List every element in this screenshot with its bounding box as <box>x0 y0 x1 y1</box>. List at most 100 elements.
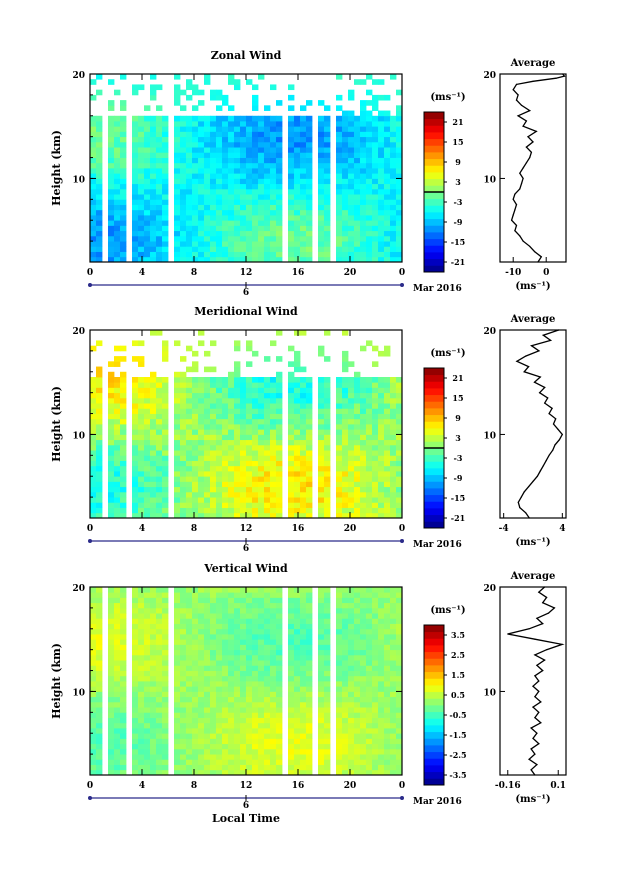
heatmap-cell <box>378 235 385 242</box>
heatmap-cell <box>228 141 235 148</box>
heatmap-cell <box>372 675 379 682</box>
heatmap-cell <box>318 147 325 153</box>
heatmap-cell <box>108 722 115 729</box>
heatmap-cell <box>294 115 301 122</box>
heatmap-cell <box>120 178 127 185</box>
heatmap-cell <box>390 141 397 148</box>
heatmap-cell <box>276 476 283 482</box>
heatmap-cell <box>258 403 265 409</box>
heatmap-cell <box>318 649 325 656</box>
heatmap-cell <box>90 157 97 164</box>
heatmap-cell <box>270 168 277 174</box>
heatmap-cell <box>210 152 217 158</box>
heatmap-cell <box>138 121 145 127</box>
heatmap-cell <box>186 670 193 677</box>
heatmap-cell <box>156 707 163 713</box>
heatmap-cell <box>384 377 391 383</box>
heatmap-cell <box>132 136 139 143</box>
heatmap-cell <box>132 660 139 666</box>
heatmap-cell <box>180 136 187 143</box>
heatmap-cell <box>144 481 151 488</box>
heatmap-cell <box>288 476 295 482</box>
heatmap-cell <box>252 649 259 656</box>
heatmap-cell <box>288 654 295 661</box>
heatmap-cell <box>162 136 169 143</box>
heatmap-cell <box>378 769 385 776</box>
heatmap-cell <box>144 157 151 164</box>
heatmap-cell <box>288 455 295 461</box>
heatmap-cell <box>204 209 211 216</box>
heatmap-cell <box>120 701 127 708</box>
heatmap-cell <box>204 178 211 185</box>
heatmap-cell <box>366 476 373 482</box>
heatmap-cell <box>252 199 259 205</box>
heatmap-cell <box>264 397 271 404</box>
heatmap-cell <box>354 728 361 734</box>
heatmap-cell <box>300 481 307 488</box>
heatmap-cell <box>390 408 397 414</box>
heatmap-cell <box>156 215 163 221</box>
heatmap-cell <box>270 460 277 467</box>
profile-point <box>540 722 542 724</box>
heatmap-cell <box>180 241 187 247</box>
heatmap-cell <box>144 486 151 493</box>
heatmap-cell <box>252 712 259 718</box>
heatmap-cell <box>246 173 253 179</box>
heatmap-cell <box>210 136 217 143</box>
heatmap-cell <box>156 330 163 336</box>
heatmap-cell <box>306 644 313 651</box>
heatmap-cell <box>150 194 157 200</box>
heatmap-cell <box>288 491 295 498</box>
heatmap-cell <box>294 623 301 630</box>
heatmap-cell <box>342 748 349 755</box>
heatmap-cell <box>396 476 403 482</box>
heatmap-cell <box>390 491 397 498</box>
heatmap-cell <box>372 618 379 624</box>
heatmap-cell <box>366 681 373 687</box>
heatmap-cell <box>114 361 121 367</box>
heatmap-cell <box>186 188 193 195</box>
heatmap-cell <box>342 507 349 514</box>
heatmap-cell <box>156 717 163 724</box>
heatmap-cell <box>354 681 361 687</box>
heatmap-cell <box>156 639 163 645</box>
heatmap-cell <box>204 748 211 755</box>
heatmap-cell <box>204 722 211 729</box>
heatmap-cell <box>174 403 181 409</box>
heatmap-cell <box>144 429 151 435</box>
profile-point <box>544 402 546 404</box>
heatmap-cell <box>162 141 169 148</box>
heatmap-cell <box>270 183 277 190</box>
heatmap-cell <box>216 639 223 645</box>
heatmap-cell <box>120 408 127 414</box>
y-tick-label: 20 <box>72 71 85 81</box>
heatmap-cell <box>120 115 127 122</box>
heatmap-cell <box>300 587 307 593</box>
heatmap-cell <box>162 424 169 430</box>
heatmap-cell <box>324 382 331 388</box>
heatmap-cell <box>246 675 253 682</box>
heatmap-cell <box>198 696 205 703</box>
heatmap-cell <box>306 460 313 467</box>
heatmap-cell <box>150 602 157 609</box>
heatmap-cell <box>162 502 169 508</box>
heatmap-cell <box>246 639 253 645</box>
heatmap-cell <box>204 183 211 190</box>
heatmap-cell <box>204 623 211 630</box>
heatmap-cell <box>132 121 139 127</box>
heatmap-cell <box>276 397 283 404</box>
heatmap-cell <box>270 707 277 713</box>
heatmap-cell <box>354 691 361 698</box>
heatmap-cell <box>252 764 259 771</box>
heatmap-cell <box>174 136 181 143</box>
heatmap-cell <box>324 241 331 247</box>
heatmap-cell <box>144 418 151 425</box>
heatmap-cell <box>234 204 241 211</box>
heatmap-cell <box>90 476 97 482</box>
heatmap-cell <box>240 126 247 132</box>
heatmap-cell <box>366 665 373 671</box>
heatmap-cell <box>186 481 193 488</box>
heatmap-cell <box>384 634 391 640</box>
heatmap-cell <box>372 644 379 651</box>
heatmap-cell <box>210 251 217 258</box>
